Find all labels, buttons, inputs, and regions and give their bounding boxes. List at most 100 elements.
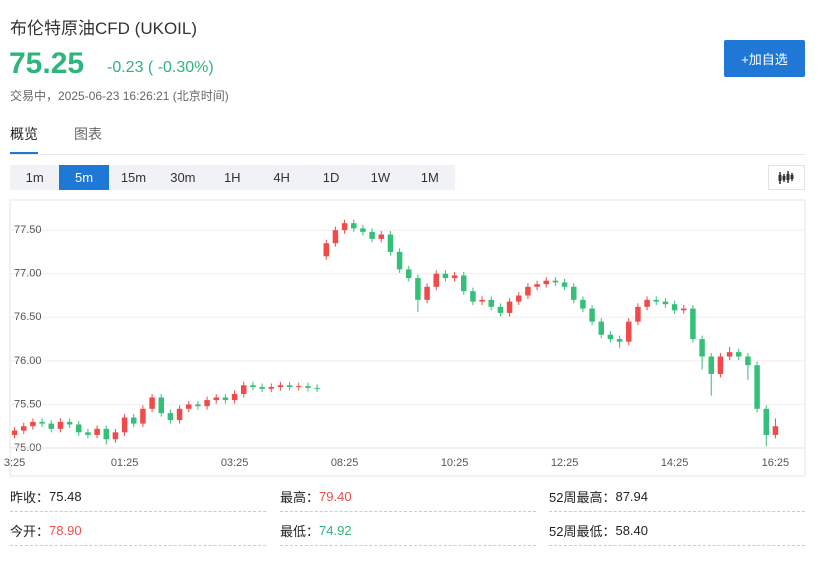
candle-body xyxy=(351,223,357,229)
candle-body xyxy=(644,299,650,307)
stat-label: 最低： xyxy=(280,523,320,539)
stat-value: 79.40 xyxy=(319,488,352,504)
x-tick-label: 14:25 xyxy=(661,457,689,469)
candle-body xyxy=(754,365,760,409)
timeframe-button[interactable]: 1D xyxy=(322,170,340,185)
candle-body xyxy=(387,234,394,252)
y-tick-label: 77.50 xyxy=(14,224,42,236)
timeframe-button[interactable]: 15m xyxy=(120,170,147,185)
candle-body xyxy=(57,421,64,429)
x-tick-label: 16:25 xyxy=(762,457,790,469)
candle-body xyxy=(763,408,769,435)
candle-body xyxy=(167,413,174,421)
candle-body xyxy=(671,304,678,311)
timeframe-button[interactable]: 30m xyxy=(170,170,196,185)
candle-body xyxy=(516,295,522,302)
candle-body xyxy=(76,424,82,433)
stat-label: 52周最高： xyxy=(549,489,616,505)
candle-body xyxy=(195,404,201,407)
timeframe-button[interactable]: 1M xyxy=(420,170,439,185)
candle-body xyxy=(699,339,705,357)
candle-body xyxy=(745,356,751,366)
candle-body xyxy=(717,356,724,374)
candle-body xyxy=(580,299,586,309)
candle-body xyxy=(296,386,302,388)
timeframe-button[interactable]: 1W xyxy=(370,170,391,185)
candle-body xyxy=(158,397,164,414)
timeframe-button[interactable]: 1H xyxy=(223,170,241,185)
candle-body xyxy=(360,228,366,232)
candle-body xyxy=(396,251,403,270)
stat-label: 今开： xyxy=(10,523,50,539)
candle-body xyxy=(103,428,109,440)
candle-body xyxy=(681,308,687,311)
candle-body xyxy=(305,386,311,388)
stat-value: 78.90 xyxy=(49,522,82,538)
timeframe-bar: 1m 5m 15m 30m 1H 4H 1D 1W 1M xyxy=(10,165,455,190)
candle-body xyxy=(277,385,284,387)
candle-body xyxy=(552,280,559,283)
candle-body xyxy=(213,397,219,401)
x-tick-label: 08:25 xyxy=(331,457,359,469)
candle-body xyxy=(461,275,467,292)
stat-label: 最高： xyxy=(280,489,320,505)
timeframe-button[interactable]: 1m xyxy=(25,170,44,185)
title: 布伦特原油CFD (UKOIL) xyxy=(10,19,197,38)
candle-body xyxy=(662,301,669,305)
candle-body xyxy=(378,234,384,239)
candle-body xyxy=(415,278,421,300)
timeframe-button[interactable]: 4H xyxy=(273,170,290,185)
y-tick-label: 77.00 xyxy=(14,268,42,280)
candle-body xyxy=(21,426,27,431)
candle-body xyxy=(259,387,265,389)
candle-body xyxy=(561,282,568,287)
candle-body xyxy=(140,408,146,424)
candle-body xyxy=(534,284,540,287)
candle-body xyxy=(112,432,119,440)
tab[interactable]: 概览 xyxy=(10,124,38,154)
tab[interactable]: 图表 xyxy=(74,126,102,142)
candle-body xyxy=(186,404,192,409)
stat-label: 52周最低： xyxy=(549,523,616,539)
candle-body xyxy=(506,301,513,313)
x-tick-label: 01:25 xyxy=(111,457,139,469)
candle-body xyxy=(241,385,247,394)
stat-label: 昨收： xyxy=(10,489,50,505)
status: 交易中，2025-06-23 16:26:21 (北京时间) xyxy=(10,89,229,103)
candle-body xyxy=(726,352,733,357)
y-tick-label: 76.00 xyxy=(14,355,42,367)
candle-body xyxy=(341,223,348,231)
candle-body xyxy=(543,280,549,285)
candle-body xyxy=(653,299,659,302)
candle-body xyxy=(488,299,494,307)
timeframe-button[interactable]: 5m xyxy=(59,165,109,190)
stat-value: 75.48 xyxy=(49,488,82,504)
stat: 最高： 79.40 xyxy=(280,481,536,512)
candle-body xyxy=(424,286,430,300)
stat: 52周最低： 58.40 xyxy=(549,515,805,546)
candle-body xyxy=(369,231,375,239)
candle-body xyxy=(176,408,183,421)
candle-body xyxy=(250,385,256,387)
stat-value: 87.94 xyxy=(615,488,649,504)
candle-body xyxy=(571,286,577,300)
chart-type-button[interactable] xyxy=(768,165,805,190)
stat: 最低： 74.92 xyxy=(280,515,536,546)
candle-body xyxy=(204,400,210,407)
candle-body xyxy=(121,417,128,433)
candle-body xyxy=(690,308,696,340)
y-tick-label: 76.50 xyxy=(14,311,42,323)
candle-body xyxy=(497,306,504,313)
candle-body xyxy=(772,426,779,435)
tabs: 概览 图表 xyxy=(10,124,805,155)
candle-body xyxy=(451,275,458,279)
candle-body xyxy=(149,397,155,409)
stat: 今开： 78.90 xyxy=(10,515,266,546)
candle-body xyxy=(30,421,36,427)
candle-body xyxy=(479,299,485,302)
candle-icon xyxy=(778,171,794,184)
x-tick-label: 3:25 xyxy=(4,457,25,469)
stat-value: 58.40 xyxy=(615,522,649,538)
add-watchlist-button[interactable]: +加自选 xyxy=(724,40,805,77)
